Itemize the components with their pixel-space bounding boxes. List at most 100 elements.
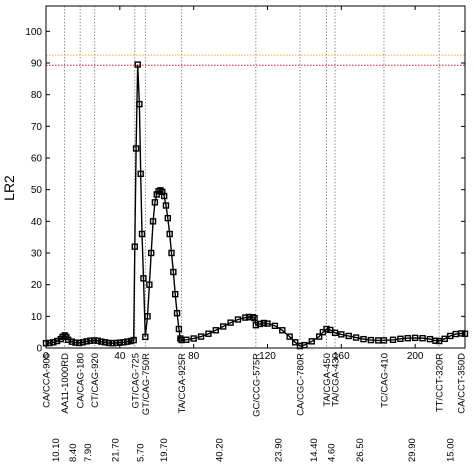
data-point-17 [98,338,105,345]
data-point-36 [146,281,153,288]
data-point-32 [138,230,146,238]
data-point-89 [380,337,388,344]
marker-lines [45,6,466,348]
x-tick-label-0: 0 [43,351,49,362]
series-layer [42,61,469,350]
data-point-52 [175,325,183,333]
data-point-69 [260,319,268,327]
data-point-26 [130,336,137,344]
data-point-30 [136,100,143,108]
x-tick-label-40: 40 [114,351,126,362]
marker-distance-4: 5.70 [136,444,147,463]
y-tick-label-40: 40 [31,217,43,228]
data-point-56 [190,335,197,342]
data-point-101 [458,330,465,337]
data-point-83 [338,331,345,338]
data-point-13 [83,338,90,345]
marker-label-10: TA/CGA-430 [331,353,342,407]
data-point-82 [331,329,339,336]
y-axis: 0 10 20 30 40 50 60 70 80 90 100 [25,27,465,355]
data-point-90 [389,336,397,343]
data-point-63 [242,314,249,321]
data-point-44 [160,192,168,200]
marker-distance-5: 19.70 [159,438,170,462]
y-tick-label-90: 90 [31,59,43,70]
threshold-lines [46,54,465,66]
marker-distance-10: 26.50 [355,438,366,462]
data-point-61 [227,319,234,326]
y-tick-label-100: 100 [25,27,42,38]
data-point-48 [168,249,175,257]
data-point-94 [419,334,426,342]
data-point-34 [142,333,149,341]
data-point-87 [367,336,375,344]
data-point-50 [172,290,179,298]
marker-distance-9: 4.60 [326,444,337,463]
data-point-59 [212,327,220,334]
x-tick-label-160: 160 [333,351,350,362]
data-point-85 [352,334,360,341]
data-point-46 [164,214,172,222]
data-point-6 [61,332,68,339]
data-point-55 [183,336,190,343]
data-point-11 [76,339,83,347]
marker-label-8: CA/CGC-780R [295,353,306,416]
data-point-47 [166,230,173,238]
data-point-53 [177,335,184,342]
data-point-38 [149,218,157,225]
y-tick-label-0: 0 [36,344,42,355]
x-axis: 0 40 80 120 160 200 [43,6,424,362]
marker-label-7: GC/CCG-575R [251,353,262,417]
marker-distance-11: 29.90 [407,438,418,462]
marker-distance-0: 10.10 [51,438,62,462]
data-point-12 [79,339,87,346]
plot-frame [45,5,466,349]
data-point-24 [124,338,131,345]
marker-distance-12: 15.00 [446,438,457,462]
data-point-51 [173,309,181,317]
marker-label-5: GT/CAG-750R [141,353,152,415]
data-point-60 [219,323,227,330]
marker-distance-6: 40.20 [214,438,225,462]
data-point-1 [46,339,53,347]
marker-distance-7: 23.90 [273,438,284,462]
marker-distance-8: 14.40 [309,438,320,462]
data-point-66 [251,315,258,322]
data-point-96 [432,337,439,344]
data-point-14 [87,337,94,344]
data-point-91 [397,335,404,343]
marker-label-2: CA/CAG-180 [76,353,87,408]
data-point-92 [404,334,411,342]
marker-distance-1: 8.40 [68,444,79,463]
marker-label-13: CA/CCT-350D [457,353,468,414]
data-point-93 [411,334,419,342]
data-point-78 [315,333,323,340]
y-tick-label-80: 80 [31,90,43,101]
data-point-9 [68,338,76,345]
y-tick-label-10: 10 [31,312,43,323]
data-point-45 [162,202,170,209]
data-point-80 [323,325,330,333]
data-point-27 [131,243,138,250]
marker-label-3: CT/CAG-920 [90,353,101,408]
marker-label-12: TT/CCT-320R [435,353,446,412]
x-tick-label-200: 200 [407,351,424,362]
data-point-62 [234,316,242,323]
data-point-88 [375,337,382,344]
data-point-72 [279,327,286,334]
series-line-0 [45,64,466,347]
data-point-21 [112,339,120,347]
y-tick-label-30: 30 [31,249,43,260]
data-point-35 [144,313,151,320]
x-tick-label-80: 80 [188,351,200,362]
marker-labels: CA/CCA-905 10.10 AA11-1000RD 8.40 CA/CAG-180… [42,353,468,462]
y-tick-label-50: 50 [31,185,43,196]
marker-label-4: GT/CAG-725 [130,353,141,408]
data-point-67 [252,322,260,329]
data-point-58 [205,330,212,337]
data-point-28 [132,145,140,152]
y-tick-label-20: 20 [31,280,43,291]
data-point-23 [120,339,127,346]
data-point-68 [256,320,264,328]
data-point-18 [101,339,109,346]
